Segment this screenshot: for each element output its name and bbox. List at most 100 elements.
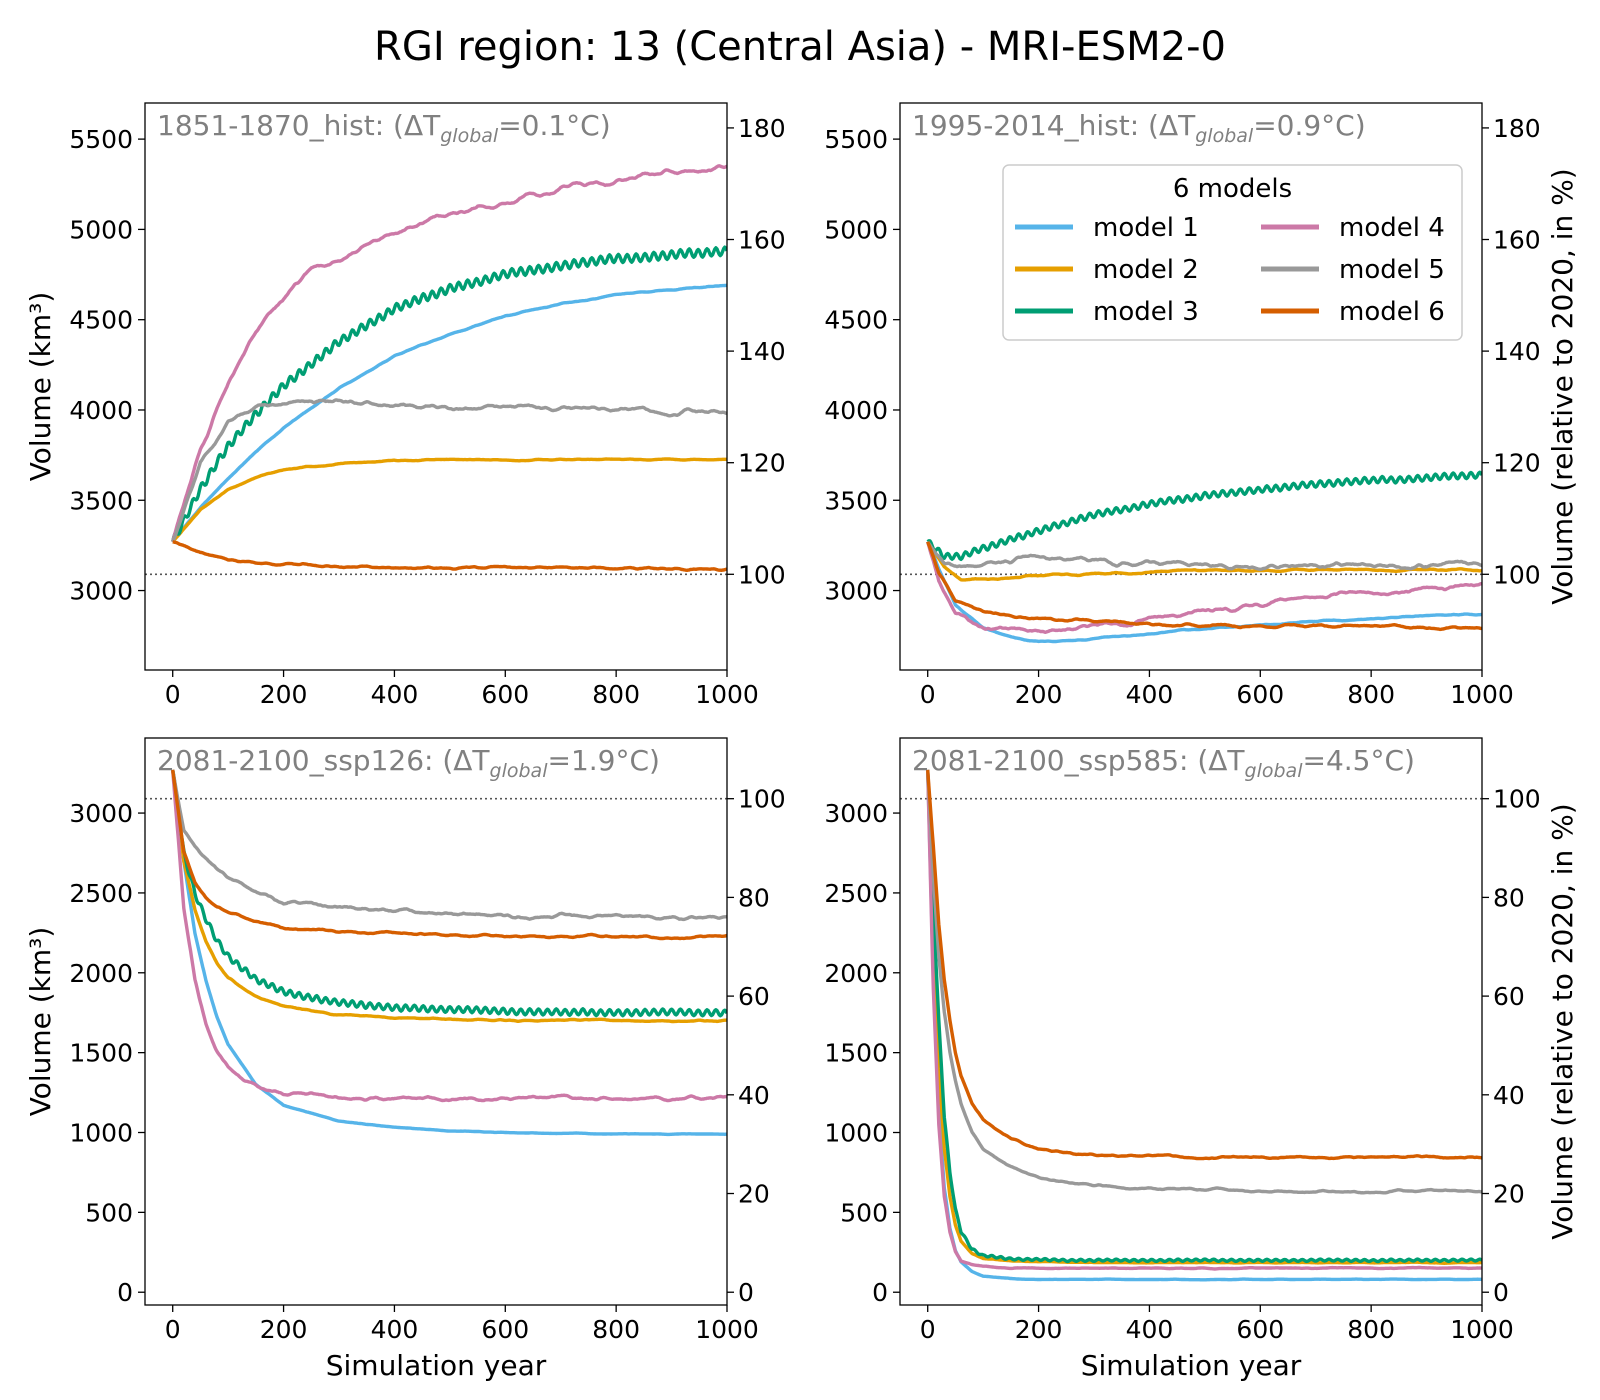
x-tick-label: 400 — [1126, 1315, 1174, 1344]
y-tick-label: 2000 — [824, 959, 888, 988]
panel-title-subscript: global — [440, 125, 499, 147]
x-tick-label: 400 — [1126, 680, 1174, 709]
legend-item: model 3 — [1015, 297, 1199, 327]
y-tick-label: 500 — [840, 1198, 888, 1227]
y-tick-label: 2500 — [69, 879, 133, 908]
legend-title: 6 models — [1173, 174, 1292, 204]
panel-title-prefix: 1995-2014_hist: (ΔT — [912, 109, 1196, 142]
right-tick-label: 60 — [1493, 982, 1525, 1011]
x-tick-label: 1000 — [695, 680, 759, 709]
right-tick-label: 100 — [738, 560, 786, 589]
series-model-3 — [171, 245, 727, 543]
y-tick-label: 3000 — [69, 799, 133, 828]
series-model-5 — [926, 769, 1482, 1195]
series-group — [926, 769, 1482, 1282]
x-tick-label: 0 — [165, 680, 181, 709]
panel-title-suffix: =4.5°C) — [1302, 744, 1414, 777]
right-tick-label: 40 — [1493, 1081, 1525, 1110]
x-tick-label: 0 — [920, 1315, 936, 1344]
series-model-5 — [926, 540, 1482, 572]
x-tick-label: 800 — [1347, 680, 1395, 709]
legend-label: model 2 — [1093, 255, 1199, 285]
right-tick-label: 140 — [738, 337, 786, 366]
right-tick-label: 100 — [1493, 785, 1541, 814]
panel-title-prefix: 1851-1870_hist: (ΔT — [157, 109, 441, 142]
panel-title: 2081-2100_ssp585: (ΔTglobal=4.5°C) — [912, 744, 1415, 782]
y-axis-label: Volume (km³) — [24, 927, 57, 1117]
series-model-4 — [171, 769, 727, 1103]
series-model-6 — [926, 769, 1482, 1161]
series-model-6 — [926, 541, 1482, 632]
series-model-5 — [171, 398, 727, 543]
axes-frame — [144, 737, 728, 1306]
x-tick-label: 1000 — [1450, 680, 1514, 709]
x-tick-label: 600 — [1236, 680, 1284, 709]
right-tick-label: 100 — [1493, 560, 1541, 589]
y-tick-label: 5500 — [824, 125, 888, 154]
panel-title-prefix: 2081-2100_ssp585: (ΔT — [912, 744, 1245, 777]
y-axis-label: Volume (km³) — [24, 292, 57, 482]
y-tick-label: 3000 — [824, 799, 888, 828]
series-model-5 — [171, 769, 727, 922]
x-tick-label: 800 — [592, 680, 640, 709]
right-tick-label: 20 — [738, 1180, 770, 1209]
right-tick-label: 140 — [1493, 337, 1541, 366]
legend-item: model 6 — [1261, 297, 1445, 327]
y-tick-label: 3000 — [824, 577, 888, 606]
series-model-4 — [171, 164, 727, 543]
right-tick-label: 180 — [1493, 114, 1541, 143]
legend-item: model 1 — [1015, 213, 1199, 243]
panel-title-suffix: =0.1°C) — [498, 109, 610, 142]
y-tick-label: 3500 — [69, 486, 133, 515]
right-tick-label: 60 — [738, 982, 770, 1011]
axes-frame — [144, 102, 728, 671]
panel-top-left: 0 200 400 600 800 1000 3000 3500 4000 4500 5000 550… — [24, 102, 786, 709]
panel-title-subscript: global — [1195, 125, 1254, 147]
series-model-1 — [926, 541, 1482, 644]
right-tick-label: 160 — [738, 226, 786, 255]
x-tick-label: 800 — [592, 1315, 640, 1344]
series-model-4 — [926, 541, 1482, 634]
series-model-3 — [171, 769, 727, 1018]
y-axis-label-right: Volume (relative to 2020, in %) — [1546, 168, 1579, 605]
right-tick-label: 100 — [738, 785, 786, 814]
x-tick-label: 200 — [1015, 680, 1063, 709]
panel-title-suffix: =0.9°C) — [1253, 109, 1365, 142]
y-tick-label: 4000 — [69, 396, 133, 425]
legend-item: model 2 — [1015, 255, 1199, 285]
panel-title: 1995-2014_hist: (ΔTglobal=0.9°C) — [912, 109, 1366, 147]
right-tick-label: 120 — [1493, 449, 1541, 478]
x-tick-label: 400 — [371, 1315, 419, 1344]
x-tick-label: 200 — [1015, 1315, 1063, 1344]
x-tick-label: 400 — [371, 680, 419, 709]
y-tick-label: 4500 — [69, 306, 133, 335]
series-model-6 — [172, 540, 727, 572]
legend-label: model 3 — [1093, 297, 1199, 327]
panel-title-prefix: 2081-2100_ssp126: (ΔT — [157, 744, 490, 777]
series-model-4 — [926, 769, 1482, 1271]
x-tick-label: 600 — [481, 1315, 529, 1344]
y-tick-label: 5500 — [69, 125, 133, 154]
right-tick-label: 180 — [738, 114, 786, 143]
x-tick-label: 800 — [1347, 1315, 1395, 1344]
series-model-6 — [171, 769, 727, 941]
series-model-2 — [926, 540, 1482, 582]
y-tick-label: 5000 — [69, 215, 133, 244]
legend-label: model 4 — [1339, 213, 1445, 243]
y-tick-label: 0 — [872, 1278, 888, 1307]
x-tick-label: 1000 — [1450, 1315, 1514, 1344]
panels: 0 200 400 600 800 100030003500400045005000550… — [24, 102, 1579, 1382]
x-axis-label: Simulation year — [326, 1349, 547, 1382]
series-model-3 — [926, 470, 1482, 562]
panel-top-right: 0 200 400 600 800 1000 3000 3500 4000 4500 5000 550… — [824, 102, 1579, 709]
right-tick-label: 40 — [738, 1081, 770, 1110]
series-group — [171, 769, 727, 1137]
y-tick-label: 2000 — [69, 959, 133, 988]
y-tick-label: 3000 — [69, 577, 133, 606]
legend-label: model 1 — [1093, 213, 1199, 243]
x-tick-label: 200 — [260, 1315, 308, 1344]
y-tick-label: 1500 — [824, 1039, 888, 1068]
right-tick-label: 160 — [1493, 226, 1541, 255]
panel-title: 2081-2100_ssp126: (ΔTglobal=1.9°C) — [157, 744, 660, 782]
